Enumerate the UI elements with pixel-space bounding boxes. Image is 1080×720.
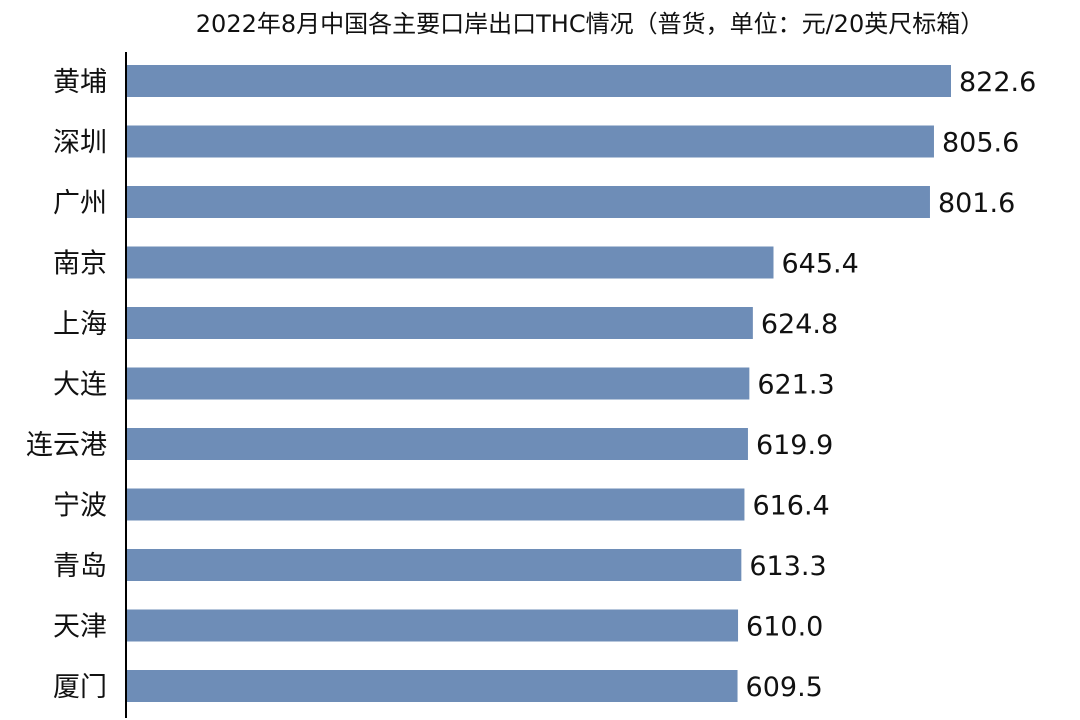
value-labels-group: 822.6 805.6 801.6 645.4 624.8 621.3 619.9 616.4… xyxy=(746,67,1037,703)
category-label: 大连 xyxy=(53,370,107,401)
category-label: 天津 xyxy=(53,612,107,643)
value-label: 613.3 xyxy=(749,551,826,582)
chart-title: 2022年8月中国各主要口岸出口THC情况（普货，单位：元/20英尺标箱） xyxy=(196,10,984,38)
category-label: 广州 xyxy=(53,188,107,219)
value-label: 801.6 xyxy=(938,188,1015,219)
bar xyxy=(127,65,951,97)
category-label: 深圳 xyxy=(53,128,107,159)
category-label: 厦门 xyxy=(53,672,107,703)
bar xyxy=(127,186,930,218)
category-label: 连云港 xyxy=(26,430,107,461)
value-label: 619.9 xyxy=(756,430,833,461)
bar xyxy=(127,125,934,158)
bars-group xyxy=(127,65,951,702)
bar xyxy=(127,246,774,279)
category-label: 宁波 xyxy=(53,491,107,522)
category-label: 南京 xyxy=(53,249,107,280)
value-label: 621.3 xyxy=(757,370,834,401)
bar xyxy=(127,428,748,460)
category-label: 黄埔 xyxy=(53,67,107,98)
value-label: 645.4 xyxy=(781,249,858,280)
category-label: 上海 xyxy=(53,309,107,340)
value-label: 609.5 xyxy=(746,672,823,703)
value-label: 624.8 xyxy=(761,309,838,340)
value-label: 610.0 xyxy=(746,612,823,643)
value-label: 616.4 xyxy=(752,491,829,522)
category-label: 青岛 xyxy=(53,551,107,582)
bar xyxy=(127,307,753,339)
bar xyxy=(127,488,745,521)
value-label: 805.6 xyxy=(942,128,1019,159)
bar xyxy=(127,670,738,702)
bar xyxy=(127,367,750,400)
bar xyxy=(127,549,742,581)
bar xyxy=(127,609,739,642)
value-label: 822.6 xyxy=(959,67,1036,98)
